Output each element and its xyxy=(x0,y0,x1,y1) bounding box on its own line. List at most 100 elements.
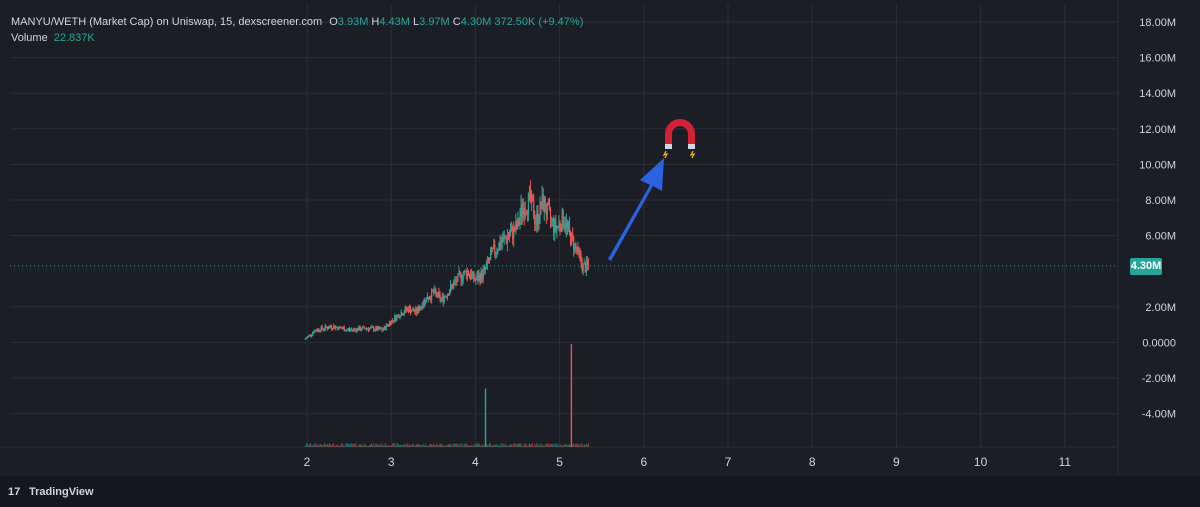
volume-bar xyxy=(445,444,447,447)
candle-body xyxy=(339,326,341,328)
price-axis: 18.00M 16.00M 14.00M 12.00M 10.00M 8.00M 6.00M… xyxy=(1139,17,1176,421)
volume-bar xyxy=(331,445,333,447)
candle-body xyxy=(338,326,340,330)
volume-bar xyxy=(531,444,533,447)
candle-body xyxy=(392,319,394,321)
candle-body xyxy=(502,236,504,242)
y-tick-label: 10.00M xyxy=(1139,159,1176,171)
candle-body xyxy=(447,294,450,296)
candle-body xyxy=(356,328,358,332)
volume-bar xyxy=(461,443,463,447)
y-tick-label: 16.00M xyxy=(1139,53,1176,65)
volume-bar xyxy=(567,444,569,447)
candle-body xyxy=(400,312,402,317)
volume-bar xyxy=(345,443,347,447)
candle-body xyxy=(503,236,505,238)
candle-body xyxy=(442,296,444,302)
candle-body xyxy=(313,332,315,334)
x-tick-label: 5 xyxy=(556,455,563,469)
volume-bar xyxy=(398,445,400,447)
candle-body xyxy=(585,260,587,273)
volume-bar xyxy=(374,445,376,447)
candle-body xyxy=(349,329,352,331)
candle-body xyxy=(412,308,414,311)
candle-body xyxy=(475,279,477,281)
volume-bar xyxy=(306,443,308,447)
volume-bar xyxy=(376,443,378,447)
candle-body xyxy=(545,212,547,216)
candle-body xyxy=(320,326,322,332)
candle-body xyxy=(489,253,492,260)
volume-bar xyxy=(404,443,406,447)
candle-body xyxy=(422,304,424,308)
tradingview-logo-icon[interactable]: 17 xyxy=(8,486,21,498)
volume-bar xyxy=(566,444,568,447)
x-tick-label: 9 xyxy=(893,455,900,469)
candle-body xyxy=(575,243,577,248)
candle-body xyxy=(423,299,425,305)
candle-body xyxy=(521,204,523,215)
volume-bar xyxy=(343,445,345,447)
volume-bar xyxy=(476,443,478,447)
volume-bar xyxy=(521,445,523,447)
candle-body xyxy=(386,324,389,326)
candle-body xyxy=(563,225,565,227)
tradingview-brand[interactable]: TradingView xyxy=(29,486,94,498)
candle-body xyxy=(507,236,510,238)
candle-body xyxy=(586,260,588,265)
volume-bar xyxy=(502,443,504,447)
candle-body xyxy=(345,329,347,331)
candle-body xyxy=(384,326,386,330)
candle-body xyxy=(420,306,422,309)
candle-body xyxy=(403,312,405,315)
y-tick-label: 14.00M xyxy=(1139,88,1176,100)
candle-body xyxy=(347,329,350,331)
volume-bar xyxy=(319,444,321,447)
volume-bar xyxy=(548,445,550,447)
volume-bar xyxy=(344,444,346,447)
candle-body xyxy=(467,270,470,276)
volume-bar xyxy=(575,443,577,447)
candle-body xyxy=(466,270,469,277)
volume-bar xyxy=(446,445,448,447)
candle-body xyxy=(479,274,481,282)
candle-body xyxy=(401,312,403,316)
candle-body xyxy=(485,264,487,269)
candle-body xyxy=(480,270,482,282)
candle-body xyxy=(362,326,364,328)
candle-body xyxy=(432,289,434,292)
volume-bar xyxy=(563,444,565,447)
volume-bar xyxy=(352,444,354,447)
candle-body xyxy=(486,258,488,265)
candle-body xyxy=(315,330,317,332)
candle-body xyxy=(574,243,576,251)
volume-bar xyxy=(447,444,449,447)
volume-bar xyxy=(323,443,325,447)
volume-bar xyxy=(384,443,386,447)
candle-body xyxy=(375,327,377,331)
volume-bar xyxy=(441,444,443,447)
candle-body xyxy=(378,327,380,330)
volume-bar xyxy=(364,443,366,447)
candle-body xyxy=(415,308,417,312)
volume-bar xyxy=(530,444,532,447)
candle-body xyxy=(464,270,466,272)
candle-body xyxy=(406,308,409,310)
candle-body xyxy=(445,296,447,298)
candle-body xyxy=(421,306,423,308)
candle-body xyxy=(538,220,540,225)
volume-bar xyxy=(432,445,434,447)
volume-bar xyxy=(475,443,477,447)
volume-bar xyxy=(316,445,318,447)
volume-bar xyxy=(505,445,507,447)
volume-bar xyxy=(526,445,528,447)
candle-body xyxy=(493,244,495,249)
candle-body xyxy=(309,334,312,336)
candle-body xyxy=(417,307,419,313)
candle-body xyxy=(348,329,351,331)
candle-body xyxy=(457,273,459,282)
candle-body xyxy=(354,328,356,330)
candle-body xyxy=(561,210,563,231)
volume-bar xyxy=(490,443,492,447)
volume-bar xyxy=(386,445,388,447)
